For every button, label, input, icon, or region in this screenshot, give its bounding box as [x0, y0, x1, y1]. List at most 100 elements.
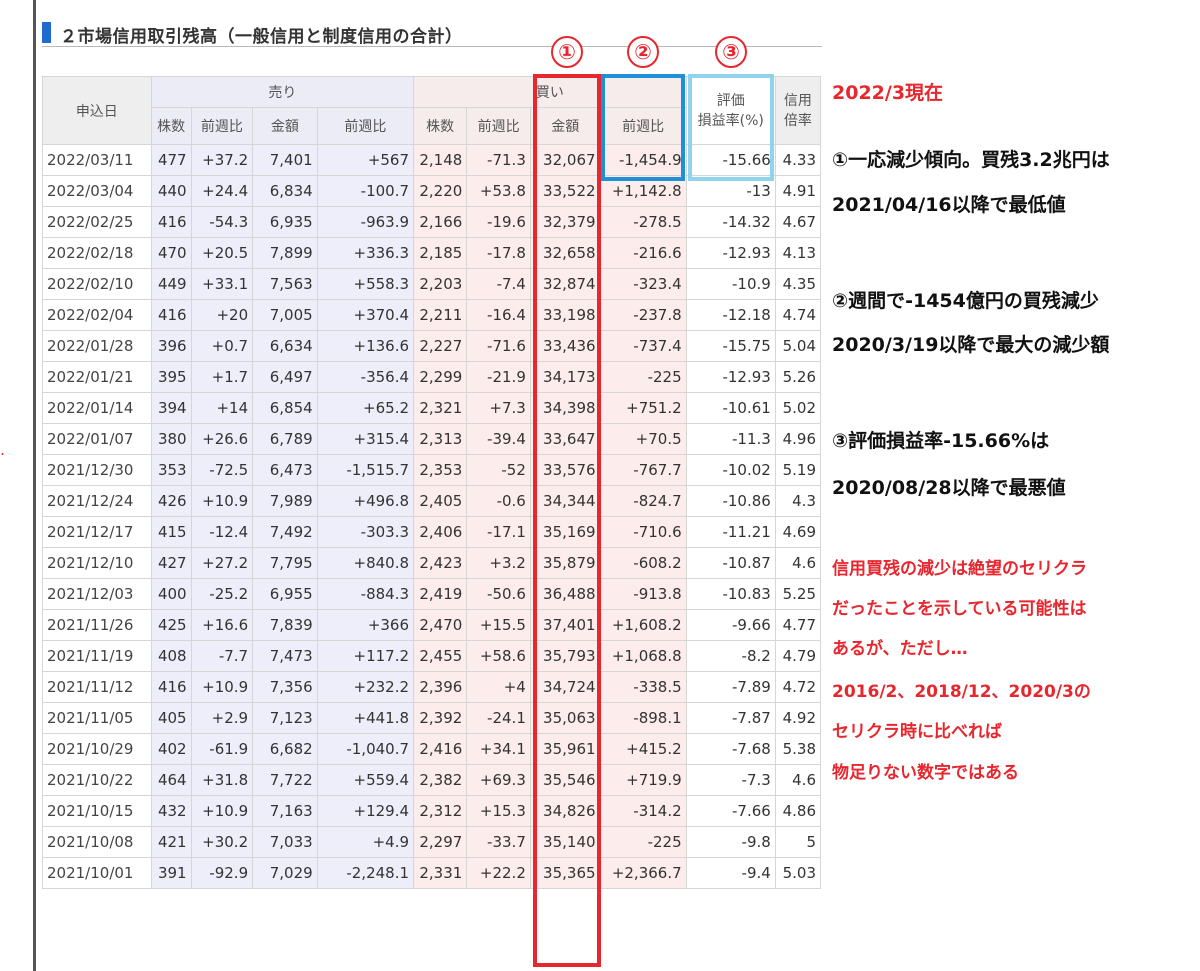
note-red-line-6: 物足りない数字ではある — [832, 763, 1019, 783]
cell-sell-amount: 6,955 — [252, 578, 318, 610]
cell-multiple: 4.72 — [774, 671, 822, 703]
cell-sell-shares: 405 — [150, 702, 192, 734]
header-eval-line1: 評価 — [716, 92, 745, 109]
cell-sell-amount: 6,834 — [252, 175, 318, 207]
header-buy-shares[interactable]: 株数 — [413, 107, 468, 145]
header-eval[interactable]: 評価 損益率(%) — [685, 76, 776, 145]
header-buy-wow[interactable]: 前週比 — [466, 107, 531, 145]
table-row: 2022/01/07 380 +26.6 6,789 +315.4 2,313 -39.4 3… — [42, 423, 822, 455]
cell-eval-rate: -12.93 — [685, 237, 776, 269]
cell-sell-wow: -54.3 — [190, 206, 254, 238]
cell-eval-rate: -15.75 — [685, 330, 776, 362]
cell-buy-wow: +53.8 — [466, 175, 531, 207]
cell-date: 2022/01/21 — [42, 361, 152, 393]
cell-date: 2021/10/08 — [42, 826, 152, 858]
marker-2: ② — [627, 36, 659, 68]
note-red-line-5: セリクラ時に比べれば — [832, 722, 1002, 742]
cell-eval-rate: -7.68 — [685, 733, 776, 765]
cell-sell-shares: 464 — [150, 764, 192, 796]
cell-sell-shares: 353 — [150, 454, 192, 486]
cell-eval-rate: -9.4 — [685, 857, 776, 889]
cell-eval-rate: -9.66 — [685, 609, 776, 641]
cell-buy-amount-wow: -898.1 — [599, 702, 687, 734]
cell-buy-amount-wow: +719.9 — [599, 764, 687, 796]
cell-buy-wow: -21.9 — [466, 361, 531, 393]
cell-date: 2021/10/22 — [42, 764, 152, 796]
note-red-line-3: あるが、ただし… — [832, 639, 968, 659]
header-multiple[interactable]: 信用 倍率 — [774, 76, 822, 145]
cell-buy-amount-wow: -913.8 — [599, 578, 687, 610]
cell-buy-wow: -0.6 — [466, 485, 531, 517]
cell-buy-shares: 2,203 — [413, 268, 468, 300]
cell-buy-amount-wow: +1,142.8 — [599, 175, 687, 207]
cell-buy-shares: 2,297 — [413, 826, 468, 858]
cell-buy-amount-wow: -824.7 — [599, 485, 687, 517]
cell-buy-amount-wow: +70.5 — [599, 423, 687, 455]
cell-sell-wow: +14 — [190, 392, 254, 424]
cell-multiple: 5.03 — [774, 857, 822, 889]
cell-date: 2022/02/18 — [42, 237, 152, 269]
cell-sell-shares: 402 — [150, 733, 192, 765]
cell-sell-wow: +2.9 — [190, 702, 254, 734]
cell-sell-amount-wow: -100.7 — [316, 175, 415, 207]
cell-buy-amount: 34,826 — [529, 795, 601, 827]
cell-sell-amount: 6,854 — [252, 392, 318, 424]
cell-buy-wow: -39.4 — [466, 423, 531, 455]
cell-sell-shares: 408 — [150, 640, 192, 672]
cell-buy-shares: 2,423 — [413, 547, 468, 579]
cell-buy-amount: 34,173 — [529, 361, 601, 393]
cell-buy-wow: -7.4 — [466, 268, 531, 300]
note-1-line-1: ①一応減少傾向。買残3.2兆円は — [832, 149, 1110, 171]
cell-buy-amount: 35,793 — [529, 640, 601, 672]
header-sell-amount[interactable]: 金額 — [252, 107, 318, 145]
cell-buy-amount: 35,961 — [529, 733, 601, 765]
cell-sell-wow: +37.2 — [190, 144, 254, 176]
cell-date: 2021/10/01 — [42, 857, 152, 889]
cell-buy-amount-wow: -278.5 — [599, 206, 687, 238]
table-row: 2021/10/22 464 +31.8 7,722 +559.4 2,382 +69.3 3… — [42, 764, 822, 796]
header-buy-amount[interactable]: 金額 — [529, 107, 601, 145]
table-row: 2021/12/24 426 +10.9 7,989 +496.8 2,405 -0.6 34… — [42, 485, 822, 517]
cell-buy-wow: +7.3 — [466, 392, 531, 424]
cell-sell-amount-wow: -356.4 — [316, 361, 415, 393]
cell-multiple: 5.04 — [774, 330, 822, 362]
cell-sell-amount-wow: +441.8 — [316, 702, 415, 734]
cell-eval-rate: -9.8 — [685, 826, 776, 858]
cell-date: 2021/12/10 — [42, 547, 152, 579]
cell-multiple: 5.02 — [774, 392, 822, 424]
cell-buy-wow: -71.3 — [466, 144, 531, 176]
table-row: 2021/10/29 402 -61.9 6,682 -1,040.7 2,416 +34.… — [42, 733, 822, 765]
cell-sell-amount-wow: +558.3 — [316, 268, 415, 300]
cell-sell-wow: -72.5 — [190, 454, 254, 486]
cell-sell-amount: 6,935 — [252, 206, 318, 238]
table-row: 2022/02/04 416 +20 7,005 +370.4 2,211 -16.4 33,… — [42, 299, 822, 331]
header-sell-wow[interactable]: 前週比 — [190, 107, 254, 145]
cell-sell-wow: +16.6 — [190, 609, 254, 641]
cell-buy-wow: +58.6 — [466, 640, 531, 672]
cell-sell-amount-wow: +315.4 — [316, 423, 415, 455]
cell-sell-shares: 416 — [150, 671, 192, 703]
cell-buy-amount: 34,398 — [529, 392, 601, 424]
header-eval-line2: 損益率(%) — [697, 112, 764, 129]
header-buy-amount-wow[interactable]: 前週比 — [599, 107, 687, 145]
note-3-line-1: ③評価損益率-15.66%は — [832, 430, 1050, 452]
cell-buy-wow: -33.7 — [466, 826, 531, 858]
header-sell-shares[interactable]: 株数 — [150, 107, 192, 145]
cell-multiple: 4.13 — [774, 237, 822, 269]
left-border-bar — [33, 0, 36, 971]
cell-buy-amount: 33,198 — [529, 299, 601, 331]
cell-eval-rate: -10.86 — [685, 485, 776, 517]
table-row: 2022/03/11 477 +37.2 7,401 +567 2,148 -71.3 32,… — [42, 144, 822, 176]
marker-3: ③ — [715, 36, 747, 68]
cell-sell-amount-wow: +129.4 — [316, 795, 415, 827]
header-date[interactable]: 申込日 — [42, 76, 152, 145]
cell-sell-wow: -25.2 — [190, 578, 254, 610]
cell-sell-shares: 432 — [150, 795, 192, 827]
cell-sell-wow: +0.7 — [190, 330, 254, 362]
cell-buy-wow: +3.2 — [466, 547, 531, 579]
cell-sell-amount-wow: +232.2 — [316, 671, 415, 703]
cell-sell-amount: 7,899 — [252, 237, 318, 269]
cell-buy-amount-wow: +415.2 — [599, 733, 687, 765]
cell-eval-rate: -10.61 — [685, 392, 776, 424]
header-sell-amount-wow[interactable]: 前週比 — [316, 107, 415, 145]
